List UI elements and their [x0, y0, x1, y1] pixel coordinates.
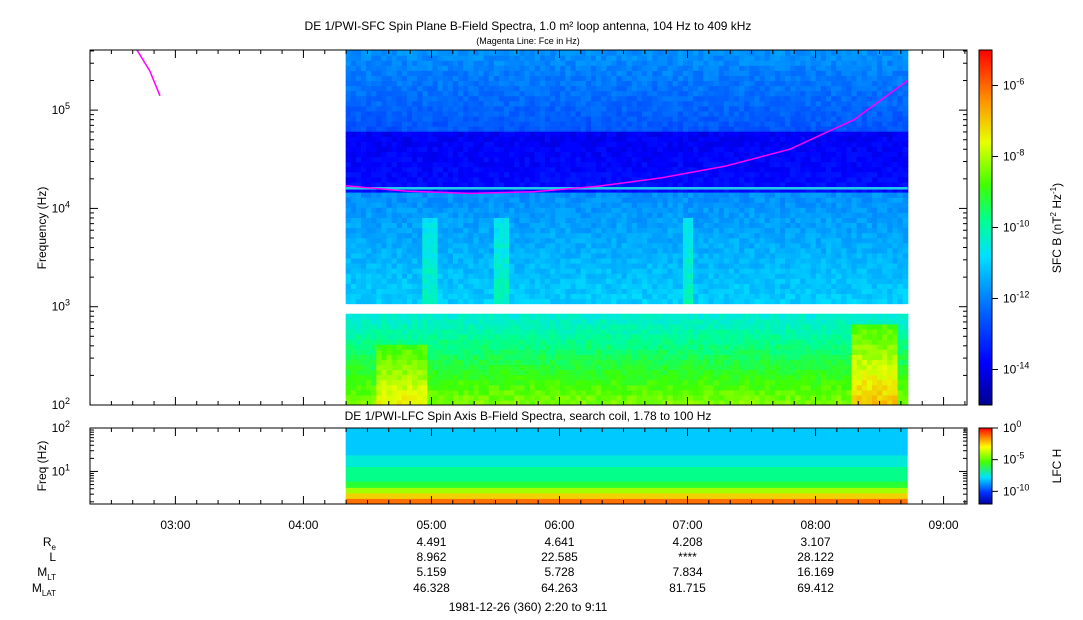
- panel2-x-ticks: [89, 428, 966, 504]
- ephemeris-value: 81.715: [669, 581, 706, 595]
- ephemeris-value: 64.263: [541, 581, 578, 595]
- ephemeris-value: 4.641: [544, 535, 574, 549]
- colorbar2-tick-label: 100: [1003, 419, 1021, 435]
- panel1-ytick-label: 105: [52, 101, 70, 117]
- ephemeris-value: 8.962: [416, 550, 446, 564]
- time-tick-label: 03:00: [160, 518, 190, 532]
- time-tick-label: 06:00: [544, 518, 574, 532]
- ephemeris-value: 5.728: [544, 565, 574, 579]
- ephemeris-value: 4.208: [672, 535, 702, 549]
- panel1-x-ticks: [89, 50, 966, 405]
- time-tick-label: 07:00: [672, 518, 702, 532]
- panel1-colorbar: [978, 49, 993, 406]
- time-tick-label: 08:00: [801, 518, 831, 532]
- time-tick-label: 05:00: [416, 518, 446, 532]
- panel1-heatmap: [345, 50, 909, 405]
- ephemeris-value: 28.122: [797, 550, 834, 564]
- fce-line-segment-main: [345, 79, 909, 195]
- panel2-band: [345, 498, 908, 504]
- panel2-band: [345, 487, 908, 494]
- ephemeris-value: 4.491: [416, 535, 446, 549]
- ephemeris-value: 7.834: [672, 565, 702, 579]
- panel2-band: [345, 466, 908, 482]
- ephemeris-row-label: L: [49, 550, 56, 564]
- panel2-colorbar-label: LFC H: [1050, 449, 1064, 484]
- ephemeris-value: 46.328: [413, 581, 450, 595]
- panel1-colorbar-label: SFC B (nT2 Hz-1): [1049, 183, 1064, 273]
- colorbar1-tick-label: 10-12: [1003, 290, 1029, 306]
- ephemeris-row-label: MLT: [37, 565, 56, 582]
- colorbar1-tick-label: 10-10: [1003, 219, 1029, 235]
- ephemeris-value: 16.169: [797, 565, 834, 579]
- panel2-title: DE 1/PWI-LFC Spin Axis B-Field Spectra, …: [345, 409, 712, 423]
- panel1-ytick-label: 102: [52, 396, 70, 412]
- panel2-frame: [89, 427, 968, 505]
- panel2-heatmap: [345, 428, 908, 504]
- ephemeris-value: 5.159: [416, 565, 446, 579]
- date-range-footer: 1981-12-26 (360) 2:20 to 9:11: [449, 600, 608, 614]
- ephemeris-value: 22.585: [541, 550, 578, 564]
- fce-line: [136, 50, 909, 195]
- panel1-ytick-label: 104: [52, 199, 70, 215]
- panel2-colorbar: [978, 427, 993, 505]
- colorbar1-tick-label: 10-8: [1003, 148, 1024, 164]
- colorbar2-tick-label: 10-5: [1003, 451, 1024, 467]
- time-tick-label: 09:00: [929, 518, 959, 532]
- panel1-title: DE 1/PWI-SFC Spin Plane B-Field Spectra,…: [305, 19, 752, 33]
- panel1-subtitle: (Magenta Line: Fce in Hz): [476, 36, 580, 46]
- panel2-band: [345, 481, 908, 488]
- ephemeris-row-label: MLAT: [32, 581, 56, 598]
- time-tick-label: 04:00: [288, 518, 318, 532]
- colorbar1-tick-label: 10-14: [1003, 361, 1029, 377]
- panel2-band: [345, 428, 908, 456]
- panel2-ytick-label: 102: [52, 419, 70, 435]
- panel2-band: [345, 454, 908, 467]
- panel1-ylabel: Frequency (Hz): [35, 187, 49, 270]
- panel2-colorbar-ticks: 10-10 10-5 100: [992, 419, 1029, 498]
- panel1-ytick-label: 103: [52, 298, 70, 314]
- panel1-frame: [89, 49, 968, 406]
- panel2-band: [345, 492, 908, 499]
- colorbar1-tick-label: 10-6: [1003, 77, 1024, 93]
- fce-line-segment-early: [136, 50, 161, 97]
- time-axis-labels: 03:00 04:00 05:00 06:00 07:00 08:00 09:00: [160, 518, 959, 532]
- colorbar2-tick-label: 10-10: [1003, 482, 1029, 498]
- ephemeris-value: 69.412: [797, 581, 834, 595]
- ephemeris-value: ****: [678, 550, 697, 564]
- panel1-colorbar-ticks: 10-14 10-12 10-10 10-8 10-6: [992, 77, 1029, 377]
- ephemeris-value: 3.107: [801, 535, 831, 549]
- panel2-ytick-label: 101: [52, 462, 70, 478]
- panel2-ylabel: Freq (Hz): [35, 441, 49, 492]
